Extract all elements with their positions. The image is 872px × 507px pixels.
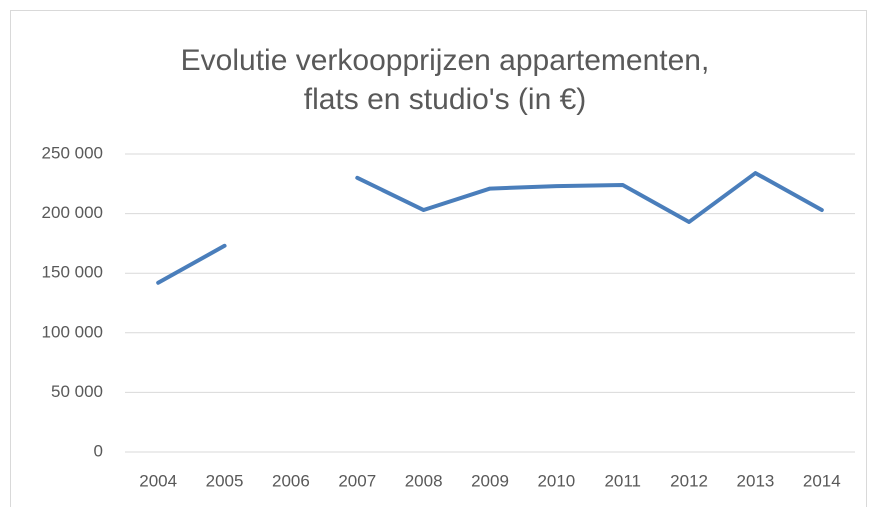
x-tick-label: 2008 [405,471,443,490]
x-tick-label: 2006 [272,471,310,490]
x-tick-label: 2005 [206,471,244,490]
data-line [156,171,824,285]
x-tick-label: 2013 [737,471,775,490]
chart-frame [10,10,867,507]
x-tick-label: 2004 [139,471,177,490]
chart-title: flats en studio's (in €) [304,83,587,116]
y-tick-label: 250 000 [42,143,103,162]
y-tick-label: 200 000 [42,203,103,222]
y-tick-label: 100 000 [42,322,103,341]
x-tick-label: 2011 [604,471,641,490]
x-tick-label: 2014 [803,471,841,490]
x-tick-label: 2012 [670,471,708,490]
x-tick-label: 2009 [471,471,509,490]
y-tick-label: 50 000 [51,382,103,401]
y-tick-label: 150 000 [42,263,103,282]
y-tick-label: 0 [94,441,103,460]
x-tick-label: 2007 [338,471,376,490]
x-tick-label: 2010 [537,471,575,490]
chart-title: Evolutie verkoopprijzen appartementen, [181,44,710,77]
